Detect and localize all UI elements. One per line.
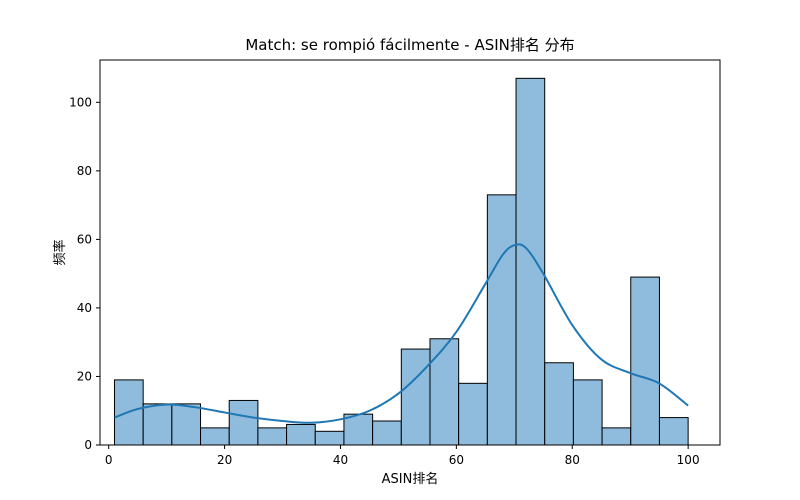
histogram-bar — [544, 362, 574, 446]
histogram-bar — [343, 413, 374, 446]
chart-title: Match: se rompió fácilmente - ASIN排名 分布 — [245, 36, 574, 54]
histogram-bar — [257, 427, 288, 446]
y-axis-label: 频率 — [52, 239, 68, 265]
histogram-bar — [372, 420, 402, 446]
histogram-bar — [314, 430, 345, 446]
histogram-bar — [200, 427, 230, 446]
histogram-bar — [142, 403, 173, 446]
x-tick-label: 100 — [677, 453, 700, 467]
histogram-bar — [601, 427, 632, 446]
y-tick-label: 80 — [77, 164, 92, 178]
x-axis-label: ASIN排名 — [382, 471, 439, 487]
x-tick-label: 40 — [333, 453, 348, 467]
histogram-bar — [228, 399, 259, 446]
y-tick-label: 60 — [77, 232, 92, 246]
y-axis-ticks: 0 20 40 60 80 100 — [69, 95, 100, 452]
bars-group — [113, 77, 689, 446]
y-tick-label: 40 — [77, 301, 92, 315]
histogram-bar — [630, 276, 660, 446]
x-tick-label: 80 — [565, 453, 580, 467]
histogram-bar — [572, 379, 603, 446]
x-tick-label: 0 — [105, 453, 113, 467]
histogram-bar — [286, 423, 316, 446]
plot-frame — [99, 59, 721, 446]
histogram-bar — [486, 194, 517, 446]
kde-curve — [114, 243, 689, 424]
histogram-bar — [658, 417, 689, 446]
x-tick-label: 60 — [449, 453, 464, 467]
histogram-bar — [429, 338, 460, 446]
histogram-bar — [515, 77, 546, 446]
y-tick-label: 0 — [84, 438, 92, 452]
histogram-bar — [458, 382, 488, 446]
x-axis-ticks: 0 20 40 60 80 100 — [105, 445, 700, 467]
y-tick-label: 20 — [77, 369, 92, 383]
y-tick-label: 100 — [69, 95, 92, 109]
histogram-bar — [171, 403, 202, 446]
histogram-bar — [400, 348, 431, 446]
x-tick-label: 20 — [217, 453, 232, 467]
